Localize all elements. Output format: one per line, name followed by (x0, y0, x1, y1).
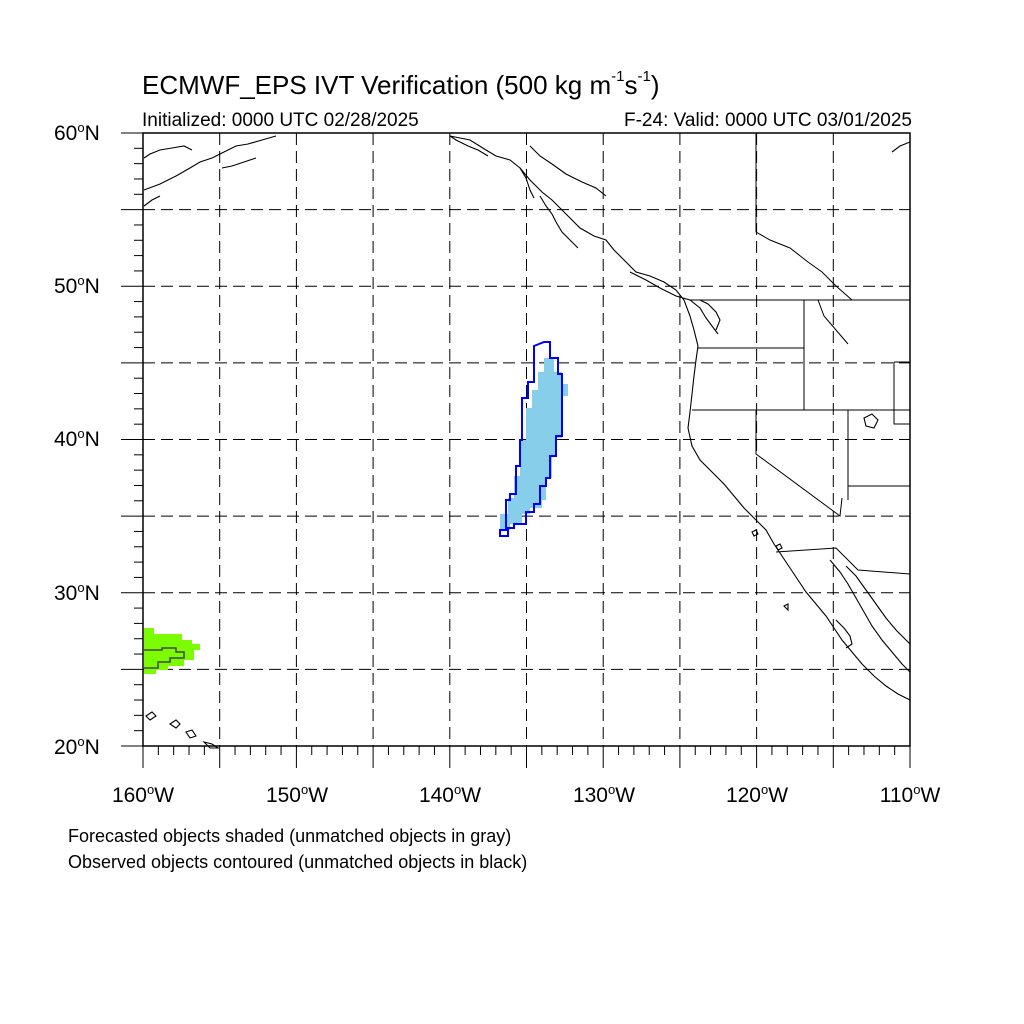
title-main: ECMWF_EPS IVT Verification (500 kg m (142, 70, 612, 100)
matched-observed-object (499, 341, 563, 537)
lon-label-130: 130oW (572, 782, 636, 807)
chart-title: ECMWF_EPS IVT Verification (500 kg m-1s-… (142, 68, 660, 101)
lon-label-140: 140oW (418, 782, 482, 807)
title-mid: s (624, 70, 638, 100)
lat-label-30: 30oN (54, 580, 100, 605)
lat-label-40: 40oN (54, 426, 100, 451)
valid-time-label: F-24: Valid: 0000 UTC 03/01/2025 (624, 110, 912, 131)
western-forecast-object (144, 628, 200, 674)
western-observed-object (144, 647, 185, 669)
legend-forecast-note: Forecasted objects shaded (unmatched obj… (68, 826, 512, 846)
coastlines (143, 135, 911, 749)
title-sup-1: -1 (611, 68, 625, 86)
lon-label-120: 120oW (725, 782, 789, 807)
lon-label-110: 110oW (879, 782, 941, 807)
title-sup-2: -1 (637, 68, 651, 86)
init-time-label: Initialized: 0000 UTC 02/28/2025 (142, 110, 419, 131)
lon-label-160: 160oW (111, 782, 175, 807)
political-borders (690, 134, 911, 575)
lat-label-50: 50oN (54, 273, 100, 298)
lat-label-60: 60oN (54, 120, 100, 145)
axis-ticks (121, 132, 911, 768)
map-frame (142, 132, 911, 747)
lon-label-150: 150oW (265, 782, 329, 807)
title-close: ) (650, 70, 660, 100)
legend-observed-note: Observed objects contoured (unmatched ob… (68, 852, 528, 872)
lat-label-20: 20oN (54, 734, 100, 759)
